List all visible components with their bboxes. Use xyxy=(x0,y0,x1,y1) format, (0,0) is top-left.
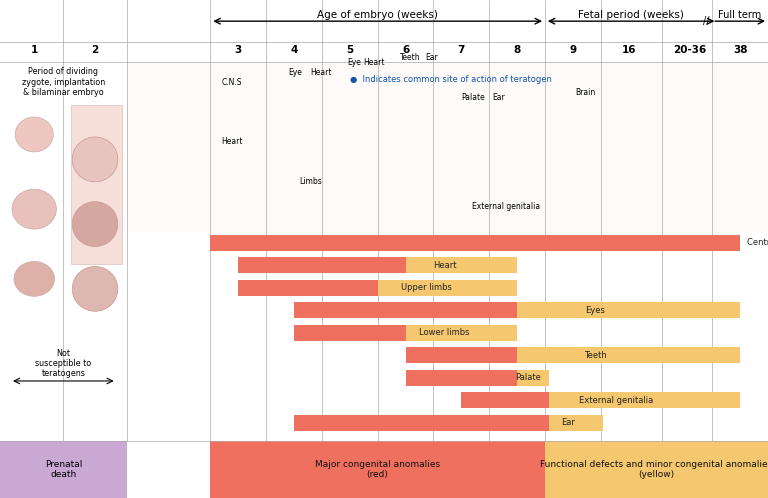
Bar xyxy=(294,325,406,341)
Bar xyxy=(238,280,378,296)
Text: Limbs: Limbs xyxy=(300,177,323,186)
Bar xyxy=(238,257,406,273)
Text: Teeth: Teeth xyxy=(584,351,607,360)
Bar xyxy=(406,257,517,273)
Text: Palate: Palate xyxy=(515,374,541,382)
Text: Upper limbs: Upper limbs xyxy=(401,283,452,292)
Bar xyxy=(406,347,517,364)
Bar xyxy=(517,347,740,364)
Bar xyxy=(71,105,121,264)
Ellipse shape xyxy=(12,189,56,229)
Bar xyxy=(294,302,517,318)
Text: Heart: Heart xyxy=(433,261,456,270)
Text: External genitalia: External genitalia xyxy=(579,396,653,405)
Ellipse shape xyxy=(72,202,118,247)
Bar xyxy=(545,441,768,498)
Text: Not
susceptible to
teratogens: Not susceptible to teratogens xyxy=(35,349,91,378)
Ellipse shape xyxy=(72,266,118,311)
Text: Ear: Ear xyxy=(561,418,575,427)
Text: Period of dividing
zygote, implantation
& bilaminar embryo: Period of dividing zygote, implantation … xyxy=(22,67,105,97)
Text: 2: 2 xyxy=(91,45,98,55)
Text: 5: 5 xyxy=(346,45,353,55)
Ellipse shape xyxy=(14,261,55,296)
Bar xyxy=(210,441,545,498)
Text: Functional defects and minor congenital anomalies
(yellow): Functional defects and minor congenital … xyxy=(541,460,768,479)
Text: 38: 38 xyxy=(733,45,747,55)
Text: 6: 6 xyxy=(402,45,409,55)
Text: C.N.S: C.N.S xyxy=(221,78,242,87)
Text: Heart: Heart xyxy=(364,58,386,67)
Text: Heart: Heart xyxy=(221,137,243,146)
Bar xyxy=(210,235,740,251)
Text: 4: 4 xyxy=(290,45,298,55)
Ellipse shape xyxy=(15,117,53,152)
Text: //: // xyxy=(703,16,710,26)
Bar xyxy=(127,62,768,232)
Text: Ear: Ear xyxy=(492,93,505,102)
Bar xyxy=(517,302,740,318)
Text: Eye: Eye xyxy=(289,68,303,77)
Text: Eyes: Eyes xyxy=(585,306,605,315)
Text: Lower limbs: Lower limbs xyxy=(419,328,470,337)
Text: 20-36: 20-36 xyxy=(673,45,706,55)
Text: Ear: Ear xyxy=(425,53,438,62)
Text: Major congenital anomalies
(red): Major congenital anomalies (red) xyxy=(315,460,440,479)
Text: 8: 8 xyxy=(514,45,521,55)
Bar xyxy=(378,280,517,296)
Text: ●  Indicates common site of action of teratogen: ● Indicates common site of action of ter… xyxy=(349,75,551,84)
Bar xyxy=(517,370,549,386)
Text: Teeth: Teeth xyxy=(400,53,421,62)
Bar xyxy=(462,392,549,408)
Text: 3: 3 xyxy=(234,45,242,55)
Bar xyxy=(294,415,549,431)
Text: 16: 16 xyxy=(621,45,636,55)
Text: Eye: Eye xyxy=(347,58,361,67)
Bar xyxy=(0,441,127,498)
Text: External genitalia: External genitalia xyxy=(472,202,541,211)
Text: Central nervous system: Central nervous system xyxy=(746,239,768,248)
Text: 1: 1 xyxy=(31,45,38,55)
Text: Palate: Palate xyxy=(462,93,485,102)
Ellipse shape xyxy=(72,137,118,182)
Text: Fetal period (weeks): Fetal period (weeks) xyxy=(578,10,684,20)
Bar xyxy=(406,325,517,341)
Text: 9: 9 xyxy=(569,45,577,55)
Bar xyxy=(549,392,740,408)
Text: Heart: Heart xyxy=(311,68,333,77)
Text: 7: 7 xyxy=(458,45,465,55)
Text: Brain: Brain xyxy=(576,88,596,97)
Text: Age of embryo (weeks): Age of embryo (weeks) xyxy=(317,10,438,20)
Bar xyxy=(549,415,603,431)
Bar xyxy=(406,370,517,386)
Text: Prenatal
death: Prenatal death xyxy=(45,460,82,479)
Text: Full term: Full term xyxy=(719,10,762,20)
